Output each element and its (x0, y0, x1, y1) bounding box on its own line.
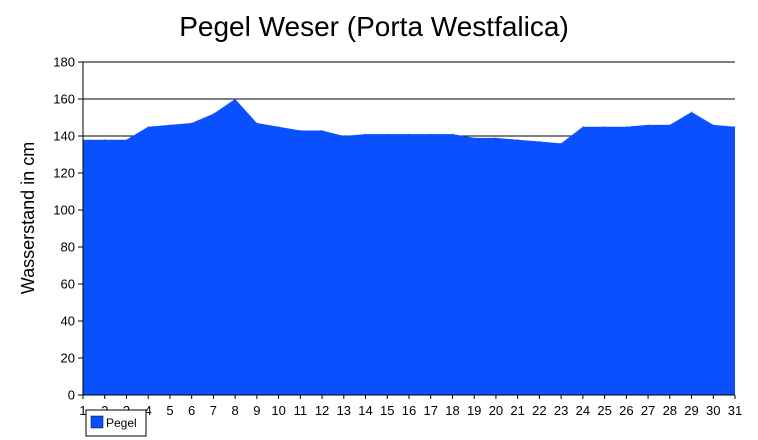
x-tick-label-19: 19 (467, 403, 481, 418)
x-tick-label-10: 10 (271, 403, 285, 418)
data-point-5 (169, 124, 171, 126)
x-tick-label-15: 15 (380, 403, 394, 418)
x-tick-label-5: 5 (166, 403, 173, 418)
data-point-2 (104, 139, 106, 141)
data-point-30 (712, 124, 714, 126)
x-tick-label-13: 13 (337, 403, 351, 418)
y-tick-label-80: 80 (61, 240, 75, 255)
x-tick-label-11: 11 (294, 403, 308, 418)
data-point-7 (212, 113, 214, 115)
y-tick-label-160: 160 (53, 92, 75, 107)
x-tick-label-28: 28 (663, 403, 677, 418)
x-tick-label-29: 29 (684, 403, 698, 418)
x-tick-label-16: 16 (402, 403, 416, 418)
legend-swatch (90, 415, 104, 429)
data-point-20 (495, 137, 497, 139)
y-tick-label-60: 60 (61, 277, 75, 292)
data-point-4 (147, 126, 149, 128)
y-tick-label-100: 100 (53, 203, 75, 218)
legend: Pegel (85, 409, 147, 437)
x-tick-label-27: 27 (641, 403, 655, 418)
data-point-19 (473, 137, 475, 139)
y-tick-label-120: 120 (53, 166, 75, 181)
x-tick-label-6: 6 (188, 403, 195, 418)
data-point-25 (604, 126, 606, 128)
y-tick-label-180: 180 (53, 55, 75, 70)
x-tick-label-17: 17 (423, 403, 437, 418)
x-tick-label-31: 31 (728, 403, 742, 418)
x-tick-label-8: 8 (232, 403, 239, 418)
data-point-28 (669, 124, 671, 126)
data-point-6 (191, 122, 193, 124)
x-tick-label-23: 23 (554, 403, 568, 418)
x-tick-label-22: 22 (532, 403, 546, 418)
x-tick-label-4: 4 (145, 403, 152, 418)
x-tick-label-18: 18 (445, 403, 459, 418)
chart-title: Pegel Weser (Porta Westfalica) (179, 11, 569, 42)
x-tick-label-20: 20 (489, 403, 503, 418)
data-point-10 (278, 126, 280, 128)
x-tick-label-30: 30 (706, 403, 720, 418)
series-pegel-area (83, 99, 735, 395)
x-tick-label-14: 14 (358, 403, 372, 418)
data-point-17 (430, 133, 432, 135)
data-point-29 (691, 111, 693, 113)
x-tick-label-25: 25 (597, 403, 611, 418)
data-point-27 (647, 124, 649, 126)
y-axis-label: Wasserstand in cm (18, 142, 38, 294)
x-tick-label-24: 24 (576, 403, 590, 418)
x-tick-label-7: 7 (210, 403, 217, 418)
y-tick-label-20: 20 (61, 351, 75, 366)
x-tick-label-12: 12 (315, 403, 329, 418)
data-point-18 (451, 133, 453, 135)
data-point-15 (386, 133, 388, 135)
x-tick-label-26: 26 (619, 403, 633, 418)
data-point-26 (625, 126, 627, 128)
y-tick-label-40: 40 (61, 314, 75, 329)
y-tick-label-140: 140 (53, 129, 75, 144)
data-point-11 (299, 129, 301, 131)
data-point-8 (234, 98, 236, 100)
x-tick-label-9: 9 (253, 403, 260, 418)
x-tick-label-1: 1 (79, 403, 86, 418)
data-point-31 (734, 126, 736, 128)
data-point-3 (125, 139, 127, 141)
data-point-13 (343, 135, 345, 137)
data-point-12 (321, 129, 323, 131)
data-point-16 (408, 133, 410, 135)
x-tick-label-21: 21 (510, 403, 524, 418)
data-point-21 (517, 139, 519, 141)
data-point-24 (582, 126, 584, 128)
data-point-9 (256, 122, 258, 124)
data-point-23 (560, 142, 562, 144)
data-point-22 (538, 141, 540, 143)
legend-label: Pegel (106, 416, 137, 430)
data-point-14 (365, 133, 367, 135)
y-tick-label-0: 0 (68, 388, 75, 403)
